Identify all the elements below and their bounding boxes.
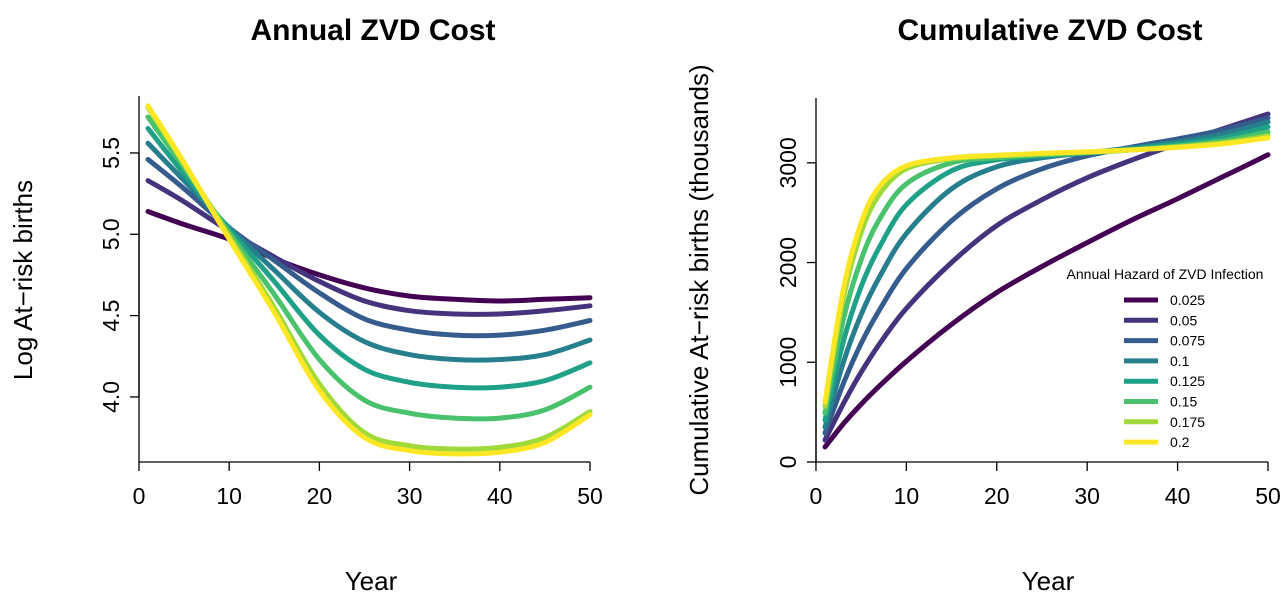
cumulative-y-tick-label: 0 <box>775 456 801 469</box>
annual-x-tick-label: 30 <box>397 483 423 509</box>
annual-series-line-0.05 <box>145 178 593 317</box>
legend-title: Annual Hazard of ZVD Infection <box>1067 266 1264 282</box>
annual-x-tick-label: 50 <box>577 483 603 509</box>
annual-series-line-0.175 <box>145 104 593 452</box>
annual-x-tick-label: 40 <box>487 483 513 509</box>
legend-label-0.15: 0.15 <box>1170 394 1197 410</box>
annual-y-tick-label: 5.5 <box>98 137 124 169</box>
annual-series-line-0.2 <box>145 103 593 457</box>
legend-label-0.175: 0.175 <box>1170 414 1205 430</box>
annual-x-tick-label: 20 <box>307 483 333 509</box>
legend-label-0.1: 0.1 <box>1170 353 1190 369</box>
cumulative-x-tick-label: 50 <box>1255 483 1281 509</box>
cumulative-y-axis-label: Cumulative At−risk births (thousands) <box>684 64 714 495</box>
annual-y-axis-label: Log At−risk births <box>8 180 38 380</box>
cumulative-x-tick-label: 30 <box>1074 483 1100 509</box>
cumulative-chart-title: Cumulative ZVD Cost <box>897 14 1202 47</box>
cumulative-series-line-0.075 <box>822 115 1271 436</box>
cumulative-series-line-0.025 <box>822 152 1271 450</box>
cumulative-x-tick-label: 10 <box>894 483 920 509</box>
cumulative-x-tick-label: 20 <box>984 483 1010 509</box>
legend-label-0.075: 0.075 <box>1170 333 1205 349</box>
annual-x-tick-label: 0 <box>133 483 146 509</box>
cumulative-x-tick-label: 40 <box>1165 483 1191 509</box>
cumulative-x-tick-label: 0 <box>810 483 823 509</box>
legend-label-0.125: 0.125 <box>1170 373 1205 389</box>
annual-y-tick-label: 4.0 <box>98 381 124 413</box>
annual-x-tick-label: 10 <box>216 483 242 509</box>
annual-series-line-0.125 <box>145 126 593 391</box>
legend: Annual Hazard of ZVD Infection 0.025 0.05… <box>1067 266 1264 450</box>
legend-label-0.2: 0.2 <box>1170 434 1190 450</box>
cumulative-y-tick-label: 1000 <box>775 337 801 388</box>
annual-chart-title: Annual ZVD Cost <box>251 14 496 47</box>
cumulative-y-tick-label: 3000 <box>775 137 801 188</box>
annual-y-tick-label: 4.5 <box>98 300 124 332</box>
annual-series-line-0.025 <box>145 209 593 304</box>
cumulative-x-axis-label: Year <box>1022 566 1075 594</box>
cumulative-y-tick-label: 2000 <box>775 237 801 288</box>
annual-x-axis-label: Year <box>345 566 398 594</box>
cumulative-series-line-0.2 <box>822 135 1271 405</box>
annual-y-tick-label: 5.0 <box>98 218 124 250</box>
cumulative-cost-chart: Cumulative ZVD Cost Year Cumulative At−r… <box>684 14 1281 594</box>
legend-label-0.05: 0.05 <box>1170 312 1197 328</box>
annual-cost-chart: Annual ZVD Cost Year Log At−risk births … <box>8 14 603 594</box>
annual-series-line-0.1 <box>145 140 593 363</box>
annual-series-line-0.075 <box>145 156 593 339</box>
legend-label-0.025: 0.025 <box>1170 292 1205 308</box>
